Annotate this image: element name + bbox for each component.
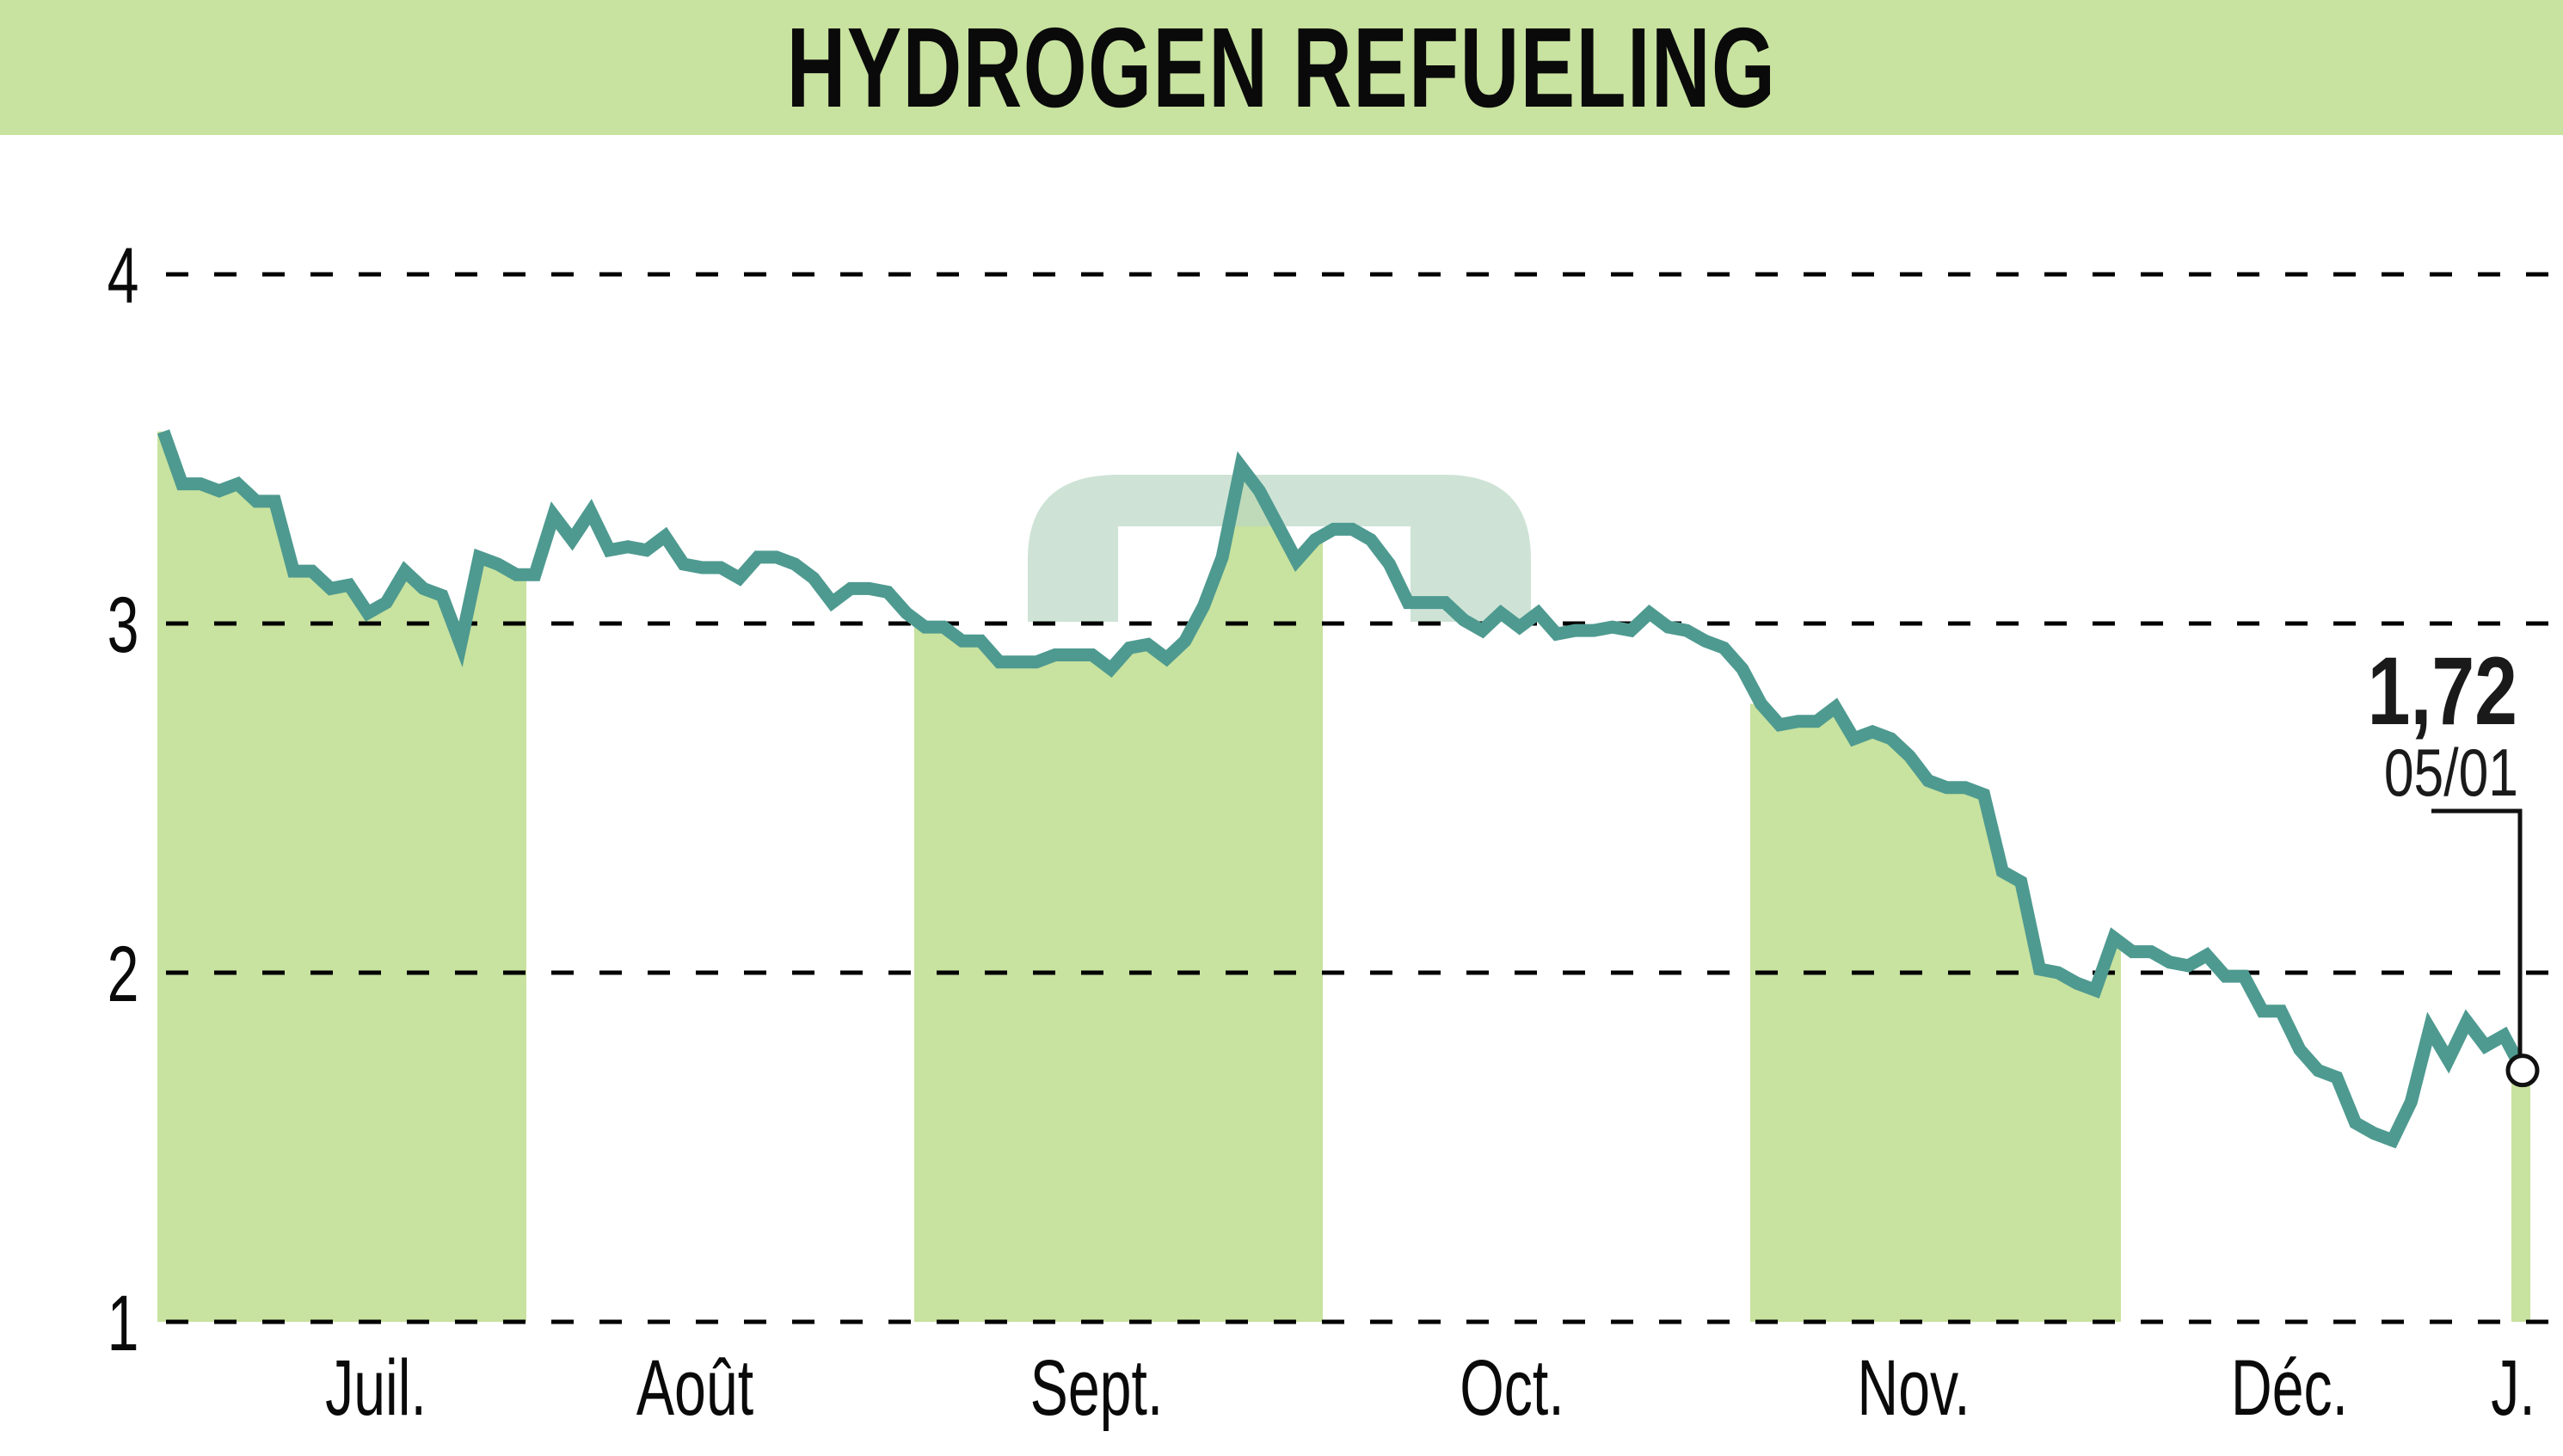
- month-band: [914, 466, 1323, 1322]
- last-date-label: 05/01: [2384, 734, 2518, 809]
- last-value-callout: 1,72 05/01: [2368, 638, 2540, 1088]
- y-tick-label: 4: [108, 230, 139, 319]
- y-axis-labels: 1 2 3 4: [108, 230, 139, 1367]
- month-band: [2511, 1070, 2530, 1322]
- title-banner: HYDROGEN REFUELING: [0, 0, 2563, 135]
- month-band: [1750, 703, 2121, 1322]
- x-tick-label: J.: [2491, 1342, 2535, 1431]
- month-bands: [157, 431, 2530, 1323]
- x-tick-label: Déc.: [2231, 1342, 2348, 1431]
- y-gridlines: [166, 272, 2563, 1324]
- last-value-label: 1,72: [2368, 638, 2517, 746]
- price-line: [157, 429, 2529, 1149]
- last-point-marker: [2505, 1054, 2540, 1088]
- x-tick-label: Oct.: [1460, 1342, 1564, 1431]
- x-tick-label: Août: [636, 1342, 753, 1431]
- y-tick-label: 1: [108, 1278, 139, 1367]
- y-tick-label: 2: [108, 929, 139, 1017]
- y-tick-label: 3: [108, 580, 139, 668]
- chart-title: HYDROGEN REFUELING: [786, 4, 1777, 131]
- x-tick-label: Sept.: [1030, 1342, 1164, 1431]
- month-band: [157, 431, 526, 1323]
- x-axis-labels: Juil. Août Sept. Oct. Nov. Déc. J.: [325, 1342, 2535, 1431]
- x-tick-label: Nov.: [1857, 1342, 1970, 1431]
- x-tick-label: Juil.: [325, 1342, 427, 1431]
- watermark-logo-icon: [1028, 475, 1531, 622]
